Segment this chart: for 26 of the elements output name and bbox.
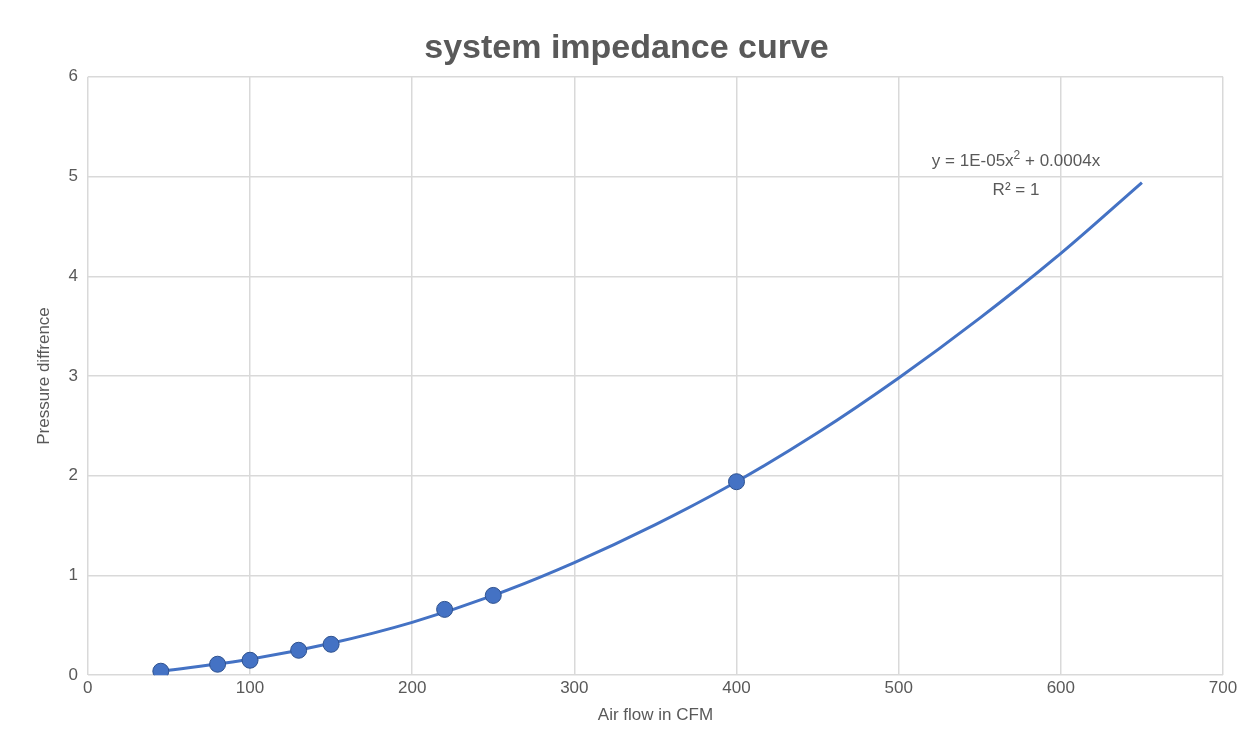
x-tick-label: 600 (1046, 678, 1076, 698)
point (241, 651, 259, 669)
y-tick-label: 6 (68, 66, 78, 86)
y-tick-label: 1 (68, 565, 78, 585)
x-tick-label: 200 (397, 678, 427, 698)
point (436, 600, 454, 618)
x-tick-label: 400 (722, 678, 751, 698)
annotation: R² = 1 (992, 180, 1040, 200)
x-tick-label: 0 (83, 678, 93, 698)
chart-title: system impedance curve (424, 26, 829, 65)
x-tick-label: 700 (1208, 678, 1238, 698)
point (484, 586, 502, 604)
point (728, 473, 746, 491)
y-tick-label: 3 (68, 365, 78, 385)
x-tick-label: 100 (235, 678, 265, 698)
x-tick-label: 300 (560, 678, 589, 698)
point (209, 655, 227, 673)
y-tick-label: 4 (68, 265, 78, 285)
point (290, 641, 308, 659)
y-tick-label: 2 (68, 465, 78, 485)
y-tick-label: 0 (68, 664, 78, 684)
point (322, 635, 340, 653)
y-tick-label: 5 (68, 166, 78, 186)
x-tick-label: 500 (884, 678, 913, 698)
x-axis-title: Air flow in CFM (597, 705, 714, 725)
y-axis-title: Pressure diffrence (33, 307, 53, 445)
